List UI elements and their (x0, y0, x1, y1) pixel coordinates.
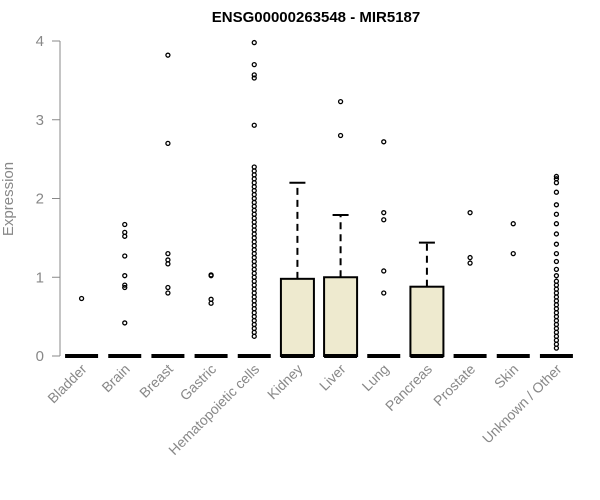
outlier-point (122, 273, 128, 279)
outlier-point (510, 221, 516, 227)
outlier-point (122, 284, 128, 291)
box-rect (409, 285, 445, 358)
outlier-point (553, 273, 560, 279)
box-gastric (194, 272, 228, 358)
outlier-point (251, 61, 257, 68)
box-group (65, 39, 573, 358)
box-hematopoietic-cells (237, 39, 271, 358)
outlier-point (165, 284, 171, 291)
outlier-point (553, 266, 560, 273)
box-brain (108, 221, 142, 358)
outlier-point (553, 189, 560, 195)
outlier-point (553, 173, 560, 180)
box-pancreas (409, 241, 445, 358)
x-category-label: Prostate (430, 361, 478, 409)
outlier-point (251, 39, 257, 46)
x-category-label: Kidney (264, 361, 306, 403)
outlier-point (553, 231, 560, 237)
outlier-point (251, 75, 257, 81)
outlier-point (467, 260, 473, 266)
y-axis-label: Expression (0, 162, 17, 236)
outlier-point (251, 72, 257, 78)
box-breast (151, 52, 185, 358)
outlier-point (165, 257, 171, 263)
outlier-point (165, 140, 171, 147)
box-prostate (453, 210, 487, 358)
outlier-point (122, 282, 128, 288)
box-skin (496, 221, 530, 358)
outlier-point (553, 211, 560, 217)
y-tick-label: 1 (36, 269, 44, 286)
outlier-point (553, 176, 560, 182)
y-axis: 0 1 2 3 4 (36, 33, 61, 365)
outlier-point (165, 290, 171, 296)
outlier-point (467, 210, 473, 216)
outlier-point (381, 268, 387, 274)
outlier-point (122, 221, 128, 228)
outlier-point (553, 278, 560, 284)
x-category-label: Lung (359, 361, 392, 394)
outlier-point (251, 164, 257, 170)
outlier-point (553, 258, 560, 265)
x-category-label: Skin (491, 361, 522, 392)
outlier-point (553, 250, 560, 257)
outlier-point (165, 250, 171, 257)
y-tick-label: 0 (36, 348, 44, 365)
outlier-point (381, 217, 387, 223)
outlier-point (553, 221, 560, 227)
box-rect (279, 277, 315, 358)
box-liver (323, 98, 359, 358)
box-bladder (65, 295, 99, 358)
outlier-point (165, 52, 171, 58)
outlier-point (122, 229, 128, 236)
box-unknown-other (539, 173, 573, 358)
outlier-point (510, 250, 516, 257)
x-category-label: Breast (136, 361, 176, 401)
x-category-label: Bladder (44, 361, 90, 407)
box-lung (367, 139, 401, 358)
box-rect (323, 276, 359, 357)
x-category-label: Unknown / Other (479, 361, 565, 447)
y-tick-label: 4 (36, 33, 44, 50)
outlier-point (122, 320, 128, 326)
outlier-point (553, 241, 560, 247)
x-category-label: Brain (98, 361, 132, 395)
outlier-point (553, 202, 560, 208)
box-kidney (279, 181, 315, 358)
outlier-point (381, 210, 387, 216)
outlier-point (337, 132, 344, 139)
outlier-point (208, 272, 214, 278)
outlier-point (467, 254, 473, 261)
outlier-point (381, 290, 387, 296)
chart-title: ENSG00000263548 - MIR5187 (212, 9, 420, 26)
outlier-point (122, 253, 128, 259)
y-tick-label: 3 (36, 112, 44, 129)
y-tick-label: 2 (36, 191, 44, 208)
x-category-label: Liver (316, 361, 349, 394)
outlier-point (337, 98, 344, 105)
outlier-point (78, 295, 85, 302)
x-category-label: Pancreas (382, 361, 435, 414)
outlier-point (251, 122, 257, 128)
x-category-label: Gastric (177, 361, 220, 404)
outlier-point (381, 139, 387, 145)
outlier-point (208, 296, 214, 302)
